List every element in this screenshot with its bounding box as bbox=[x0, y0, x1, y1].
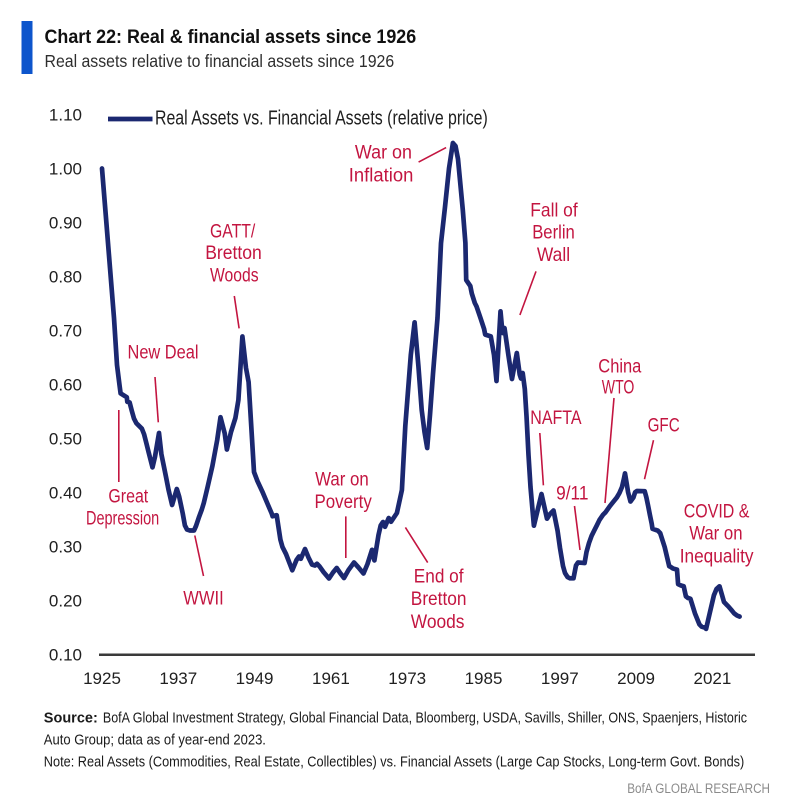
svg-text:China: China bbox=[598, 355, 642, 377]
svg-text:1937: 1937 bbox=[159, 669, 197, 688]
svg-text:BofA GLOBAL RESEARCH: BofA GLOBAL RESEARCH bbox=[627, 781, 770, 796]
svg-text:0.30: 0.30 bbox=[49, 538, 82, 557]
svg-text:Woods: Woods bbox=[210, 264, 259, 286]
svg-text:BofA Global Investment Strateg: BofA Global Investment Strategy, Global … bbox=[103, 709, 747, 725]
svg-text:Fall of: Fall of bbox=[530, 199, 578, 221]
svg-text:0.10: 0.10 bbox=[49, 646, 82, 665]
svg-text:Real assets relative to financ: Real assets relative to financial assets… bbox=[45, 51, 395, 71]
svg-text:War on: War on bbox=[689, 522, 742, 543]
svg-text:0.80: 0.80 bbox=[49, 268, 82, 287]
svg-text:Inflation: Inflation bbox=[349, 165, 414, 187]
svg-text:2021: 2021 bbox=[693, 669, 731, 688]
svg-text:9/11: 9/11 bbox=[556, 482, 588, 504]
svg-text:Inequality: Inequality bbox=[680, 544, 755, 566]
svg-text:GFC: GFC bbox=[648, 414, 680, 436]
svg-text:1973: 1973 bbox=[388, 669, 426, 688]
svg-text:2009: 2009 bbox=[617, 669, 655, 688]
svg-text:Source:: Source: bbox=[44, 710, 98, 726]
svg-text:Depression: Depression bbox=[86, 506, 159, 529]
svg-text:Bretton: Bretton bbox=[205, 241, 262, 263]
svg-text:Woods: Woods bbox=[411, 610, 465, 632]
svg-text:0.60: 0.60 bbox=[49, 376, 82, 395]
svg-text:1949: 1949 bbox=[236, 669, 274, 688]
svg-text:Chart 22: Real & financial ass: Chart 22: Real & financial assets since … bbox=[45, 25, 417, 47]
svg-text:0.90: 0.90 bbox=[49, 214, 82, 233]
svg-text:War on: War on bbox=[355, 141, 412, 163]
svg-text:1925: 1925 bbox=[83, 669, 121, 688]
svg-text:1961: 1961 bbox=[312, 669, 350, 688]
svg-text:1.00: 1.00 bbox=[49, 160, 82, 179]
svg-text:Auto Group; data as of year-en: Auto Group; data as of year-end 2023. bbox=[44, 732, 266, 748]
svg-text:Real Assets vs. Financial Asse: Real Assets vs. Financial Assets (relati… bbox=[155, 107, 488, 129]
svg-text:0.20: 0.20 bbox=[49, 592, 82, 611]
svg-text:WTO: WTO bbox=[602, 376, 635, 398]
svg-text:COVID &: COVID & bbox=[684, 500, 750, 522]
svg-text:1997: 1997 bbox=[541, 669, 579, 688]
svg-text:New Deal: New Deal bbox=[128, 341, 199, 363]
svg-text:0.50: 0.50 bbox=[49, 430, 82, 449]
svg-text:NAFTA: NAFTA bbox=[530, 407, 581, 429]
svg-text:Note: Real Assets (Commodities: Note: Real Assets (Commodities, Real Est… bbox=[44, 754, 744, 770]
svg-text:Bretton: Bretton bbox=[411, 587, 467, 609]
svg-text:Great: Great bbox=[108, 485, 148, 507]
svg-text:1.10: 1.10 bbox=[49, 106, 82, 125]
svg-text:1985: 1985 bbox=[465, 669, 503, 688]
svg-text:Wall: Wall bbox=[537, 243, 570, 265]
svg-text:Berlin: Berlin bbox=[532, 221, 575, 242]
svg-text:GATT/: GATT/ bbox=[210, 220, 255, 242]
svg-text:WWII: WWII bbox=[183, 587, 223, 609]
svg-text:Poverty: Poverty bbox=[315, 490, 373, 512]
svg-text:0.40: 0.40 bbox=[49, 484, 82, 503]
svg-text:War on: War on bbox=[315, 468, 369, 489]
svg-text:End of: End of bbox=[414, 564, 465, 586]
svg-text:0.70: 0.70 bbox=[49, 322, 82, 341]
